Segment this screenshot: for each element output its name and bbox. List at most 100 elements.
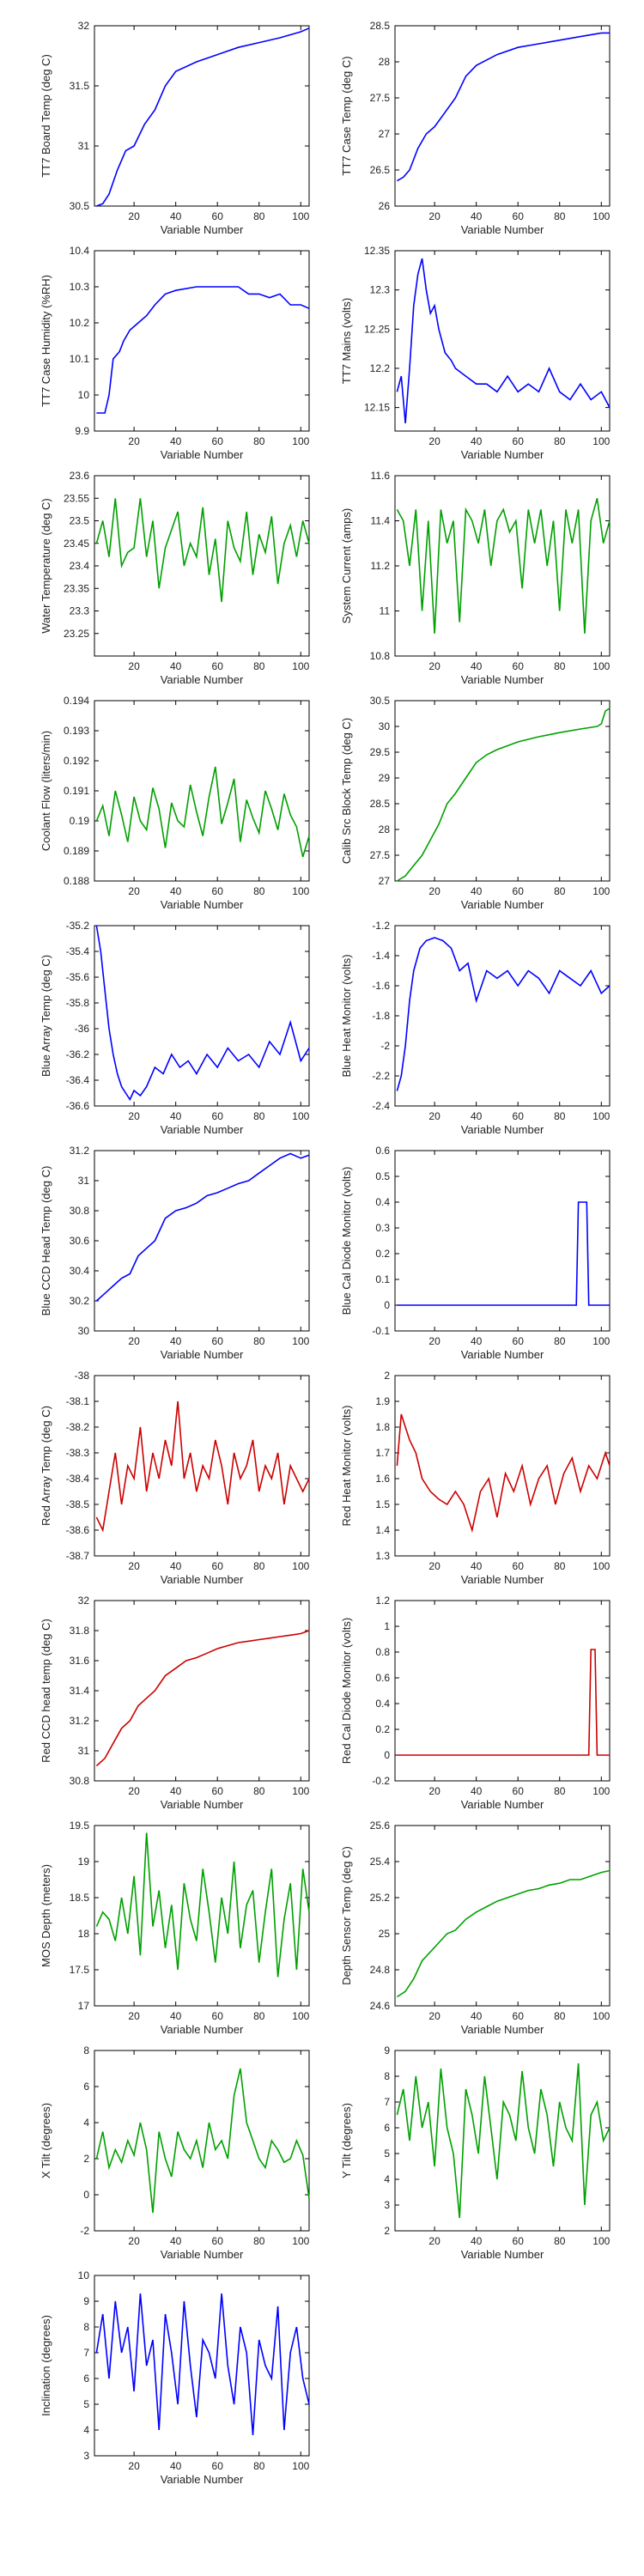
y-axis-label: Blue Array Temp (deg C) (39, 955, 52, 1077)
y-tick-label: 11.2 (371, 560, 391, 572)
y-tick-label: 3 (384, 2199, 390, 2211)
y-tick-label: 10.4 (70, 245, 90, 257)
x-tick-label: 60 (212, 1110, 224, 1122)
x-axis-label: Variable Number (161, 2473, 244, 2486)
x-tick-label: 60 (212, 1560, 224, 1572)
x-tick-label: 80 (253, 885, 265, 897)
x-tick-label: 40 (170, 660, 182, 672)
y-tick-label: 32 (78, 1595, 90, 1607)
y-tick-label: 4 (384, 2173, 390, 2185)
x-tick-label: 20 (428, 1785, 440, 1797)
y-tick-label: 10.2 (70, 317, 90, 329)
x-tick-label: 100 (592, 435, 610, 447)
y-axis-label: TT7 Case Temp (deg C) (340, 56, 353, 175)
x-tick-label: 60 (212, 2460, 224, 2472)
y-tick-label: 28 (379, 823, 391, 835)
y-tick-label: 25.4 (370, 1856, 391, 1868)
y-tick-label: -0.1 (372, 1325, 390, 1337)
y-tick-label: 31.6 (70, 1655, 90, 1667)
y-tick-label: 26 (379, 200, 391, 212)
x-axis-label: Variable Number (161, 448, 244, 461)
y-tick-label: 10.3 (70, 281, 90, 293)
y-axis-label: TT7 Case Humidity (%RH) (39, 275, 52, 407)
plot-area (394, 250, 611, 432)
x-tick-label: 100 (292, 210, 309, 222)
y-tick-label: 30 (379, 720, 391, 732)
y-tick-label: -1.4 (372, 950, 390, 962)
x-tick-label: 40 (471, 660, 483, 672)
y-axis-label: Coolant Flow (liters/min) (39, 731, 52, 851)
x-axis-label: Variable Number (461, 898, 544, 911)
chart-18: 24.6 24.8 25 25.2 25.4 25.6 20 40 60 80 100 Variabl… (340, 1820, 611, 2036)
y-tick-label: 12.25 (364, 323, 390, 335)
x-tick-label: 100 (292, 2235, 309, 2247)
x-axis-label: Variable Number (461, 2023, 544, 2036)
x-tick-label: 20 (128, 210, 140, 222)
plot-area (394, 2050, 611, 2232)
y-axis-label: Red Array Temp (deg C) (39, 1406, 52, 1526)
y-tick-label: -38.4 (66, 1473, 90, 1485)
y-tick-label: 0.4 (375, 1196, 390, 1208)
x-tick-label: 80 (554, 2010, 566, 2022)
y-tick-label: 0.2 (375, 1723, 390, 1735)
x-tick-label: 20 (128, 435, 140, 447)
y-tick-label: 0.191 (64, 785, 89, 797)
x-tick-label: 80 (253, 435, 265, 447)
y-tick-label: 23.45 (64, 538, 89, 550)
y-tick-label: 0.189 (64, 845, 89, 857)
chart-13: -38 -38.1 -38.2 -38.3 -38.4 -38.5 -38.6 -38.7 20… (39, 1370, 310, 1586)
y-axis-label: Calib Src Block Temp (deg C) (340, 718, 353, 864)
y-tick-label: -35.4 (66, 945, 90, 957)
y-tick-label: 0 (384, 1299, 390, 1311)
chart-14: 1.3 1.4 1.5 1.6 1.7 1.8 1.9 2 20 40 60 80 100 Variabl… (340, 1370, 611, 1586)
x-tick-label: 80 (253, 2235, 265, 2247)
y-axis-label: TT7 Board Temp (deg C) (39, 54, 52, 178)
x-tick-label: 20 (428, 660, 440, 672)
chart-11: 30 30.2 30.4 30.6 30.8 31 31.2 20 40 60 80 100 Varia… (39, 1145, 310, 1361)
y-tick-label: 23.55 (64, 492, 89, 504)
y-tick-label: -38.3 (66, 1447, 90, 1459)
x-tick-label: 40 (471, 435, 483, 447)
y-tick-label: -35.2 (66, 920, 90, 932)
plot-area (394, 1825, 611, 2007)
y-tick-label: 9 (83, 2295, 89, 2307)
y-tick-label: 0.19 (70, 815, 90, 827)
x-tick-label: 60 (212, 210, 224, 222)
x-tick-label: 20 (428, 210, 440, 222)
series-line (396, 937, 611, 1091)
chart-9: -35.2 -35.4 -35.6 -35.8 -36 -36.2 -36.4 -36.6 20… (39, 920, 310, 1136)
series-line (396, 1413, 611, 1534)
x-tick-label: 20 (128, 2010, 140, 2022)
y-tick-label: 11 (380, 605, 391, 617)
y-tick-label: 30.2 (70, 1295, 90, 1307)
x-axis-label: Variable Number (161, 1573, 244, 1586)
x-tick-label: 80 (554, 1785, 566, 1797)
y-tick-label: -38.5 (66, 1498, 90, 1510)
x-tick-label: 100 (592, 660, 610, 672)
y-axis-label: Red Cal Diode Monitor (volts) (340, 1618, 353, 1765)
y-axis-label: X Tilt (degrees) (39, 2103, 52, 2178)
y-tick-label: 6 (83, 2372, 89, 2385)
chart-15: 30.8 31 31.2 31.4 31.6 31.8 32 20 40 60 80 100 Varia… (39, 1595, 310, 1811)
series-line (397, 1201, 610, 1306)
y-axis-label: Depth Sensor Temp (deg C) (340, 1846, 353, 1985)
x-axis-label: Variable Number (161, 223, 244, 236)
x-tick-label: 20 (128, 885, 140, 897)
y-tick-label: 31 (78, 140, 90, 152)
y-tick-label: 28.5 (370, 20, 391, 32)
x-axis-label: Variable Number (161, 673, 244, 686)
y-tick-label: 29.5 (370, 746, 391, 758)
x-tick-label: 60 (513, 660, 525, 672)
chart-19: -2 0 2 4 6 8 20 40 60 80 100 Variable Number X Tilt … (39, 2044, 310, 2261)
x-tick-label: 100 (592, 1560, 610, 1572)
y-tick-label: -38.6 (66, 1524, 90, 1536)
x-tick-label: 20 (128, 660, 140, 672)
x-tick-label: 20 (128, 2460, 140, 2472)
y-tick-label: -38.2 (66, 1421, 90, 1433)
chart-20: 2 3 4 5 6 7 8 9 20 40 60 80 100 Variable Number Y Tilt… (340, 2044, 611, 2261)
y-axis-label: Blue Heat Monitor (volts) (340, 954, 353, 1077)
y-tick-label: 3 (83, 2450, 89, 2462)
x-tick-label: 100 (292, 2010, 309, 2022)
y-tick-label: 0.188 (64, 875, 89, 887)
x-tick-label: 40 (170, 885, 182, 897)
